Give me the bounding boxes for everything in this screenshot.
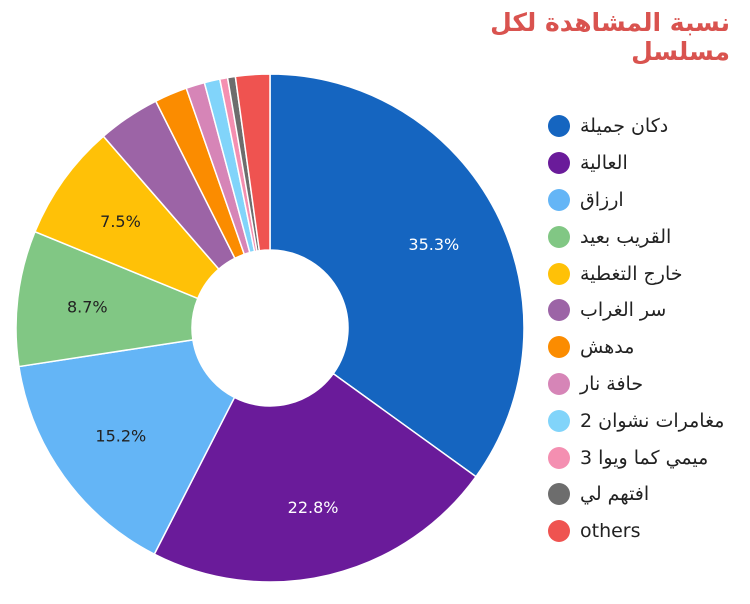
legend-item: مغامرات نشوان 2 <box>548 402 748 439</box>
legend-item: سر الغراب <box>548 292 748 329</box>
legend-label: افتهم لي <box>580 483 650 506</box>
slice-1 <box>269 73 525 478</box>
legend-label: سر الغراب <box>580 299 667 322</box>
legend-swatch <box>548 372 570 395</box>
legend-label: مغامرات نشوان 2 <box>580 409 725 432</box>
slice-12 <box>234 73 271 252</box>
slice-2 <box>153 372 478 583</box>
legend-label: others <box>580 520 641 543</box>
legend-item: دكان جميلة <box>548 108 748 145</box>
legend-swatch <box>548 336 570 359</box>
legend-swatch <box>548 115 570 138</box>
legend-item: افتهم لي <box>548 476 748 513</box>
legend-swatch <box>548 262 570 285</box>
slice-label-4: 8.7% <box>67 297 108 316</box>
legend-item: ميمي كما ويوا 3 <box>548 439 748 476</box>
legend-swatch <box>548 152 570 175</box>
chart-title: نسبة المشاهدة لكل مسلسل <box>490 8 730 66</box>
legend-label: حافة نار <box>580 372 644 395</box>
legend-item: خارج التغطية <box>548 255 748 292</box>
legend-swatch <box>548 483 570 506</box>
legend-swatch <box>548 225 570 248</box>
legend-swatch <box>548 409 570 432</box>
slice-label-1: 35.3% <box>408 235 459 254</box>
legend-label: القريب بعيد <box>580 225 672 248</box>
legend-item: القريب بعيد <box>548 218 748 255</box>
legend-item: العالية <box>548 145 748 182</box>
legend-swatch <box>548 299 570 322</box>
legend-item: others <box>548 513 748 550</box>
legend-swatch <box>548 520 570 543</box>
chart-legend: دكان جميلة العالية ارزاق القريب بعيد خارج ال… <box>548 108 748 550</box>
legend-swatch <box>548 446 570 469</box>
legend-label: خارج التغطية <box>580 262 683 285</box>
slice-4 <box>15 230 199 368</box>
legend-label: دكان جميلة <box>580 115 669 138</box>
slice-label-2: 22.8% <box>288 498 339 517</box>
legend-label: ارزاق <box>580 188 624 211</box>
legend-item: ارزاق <box>548 182 748 219</box>
legend-item: حافة نار <box>548 366 748 403</box>
slice-label-5: 7.5% <box>100 212 141 231</box>
legend-swatch <box>548 188 570 211</box>
slice-3 <box>18 338 236 556</box>
legend-label: مدهش <box>580 336 635 359</box>
legend-item: مدهش <box>548 329 748 366</box>
legend-label: ميمي كما ويوا 3 <box>580 446 709 469</box>
slice-label-3: 15.2% <box>95 427 146 446</box>
legend-label: العالية <box>580 152 628 175</box>
